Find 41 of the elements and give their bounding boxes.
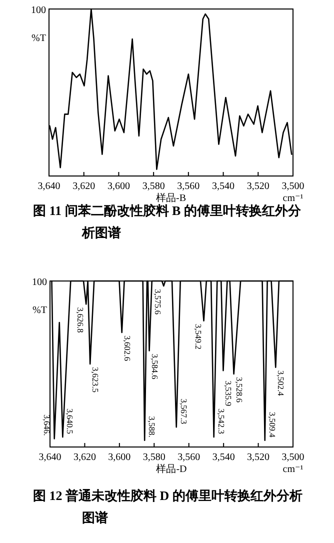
annotation: 3,646. (42, 414, 52, 436)
x-tick-label: 3,520 (247, 452, 270, 463)
x-tick-label: 3,520 (246, 181, 270, 192)
x-axis-title: 样品-B (156, 192, 186, 204)
y-axis-title: %T (32, 305, 47, 316)
text: cm⁻¹ (282, 193, 304, 204)
x-tick-label: 3,580 (142, 181, 165, 192)
text: 图 12 普通未改性胶料 D 的傅里叶转换红外分析图谱 (33, 488, 302, 525)
annotation: 3,509.4 (267, 412, 278, 438)
x-tick-label: 3,620 (72, 181, 96, 192)
annotation: 3,549.2 (193, 324, 204, 350)
y-axis-title: %T (32, 33, 46, 44)
x-tick-label: 3,540 (212, 181, 235, 192)
annotation: 3,567.3 (178, 398, 189, 424)
annotation: 3,528.6 (234, 376, 244, 402)
annotation: 3,588. (147, 416, 158, 438)
x-tick-label: 3,500 (282, 452, 304, 463)
x-tick-label: 3,640 (38, 452, 62, 463)
text: 100 (31, 5, 46, 16)
text: 100 (32, 277, 47, 288)
annotation: 3,584.6 (150, 354, 160, 380)
annotation: 3,623.5 (90, 367, 101, 392)
annotation: 3,626.8 (76, 307, 86, 333)
annotation: 3,542.3 (216, 408, 226, 434)
x-tick-label: 3,600 (107, 181, 130, 192)
x-tick-label: 3,500 (282, 181, 304, 192)
x-tick-label: 3,560 (178, 452, 200, 463)
annotation: 3,535.9 (224, 380, 234, 406)
annotation: 3,602.6 (122, 335, 132, 361)
x-tick-label: 3,620 (73, 452, 96, 463)
x-axis-title: 样品-D (156, 463, 187, 475)
x-tick-label: 3,540 (212, 452, 235, 463)
annotation: 3,640.5 (65, 408, 76, 434)
text: 图 11 间苯二酚改性胶料 B 的傅里叶转换红外分析图谱 (33, 203, 302, 240)
annotation: 3,502.4 (276, 370, 286, 397)
x-tick-label: 3,580 (142, 452, 166, 463)
x-tick-label: 3,600 (108, 452, 131, 463)
annotation: 3,575.6 (153, 288, 164, 314)
text: cm⁻¹ (282, 464, 304, 475)
x-tick-label: 3,640 (38, 181, 60, 192)
x-tick-label: 3,560 (177, 181, 200, 192)
